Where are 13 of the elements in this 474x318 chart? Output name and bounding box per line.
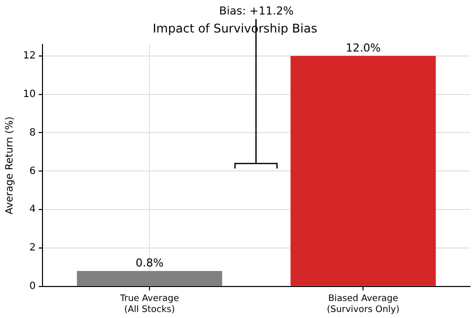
x-tick-label: Biased Average (Survivors Only) [326,294,400,315]
y-tick-label: 10 [22,88,36,100]
x-tick-label: True Average (All Stocks) [119,294,180,315]
y-tick-label: 8 [29,127,36,138]
y-tick-label: 0 [29,280,36,292]
y-tick-label: 4 [29,204,36,216]
y-axis-title: Average Return (%) [4,116,16,214]
text: Bias: +11.2% [219,4,294,18]
y-tick-label: 12 [22,50,36,62]
data-label: 0.8% [136,256,164,270]
y-tick-label: 6 [29,166,36,177]
y-tick-label: 2 [29,242,36,254]
data-label: 12.0% [346,41,381,54]
